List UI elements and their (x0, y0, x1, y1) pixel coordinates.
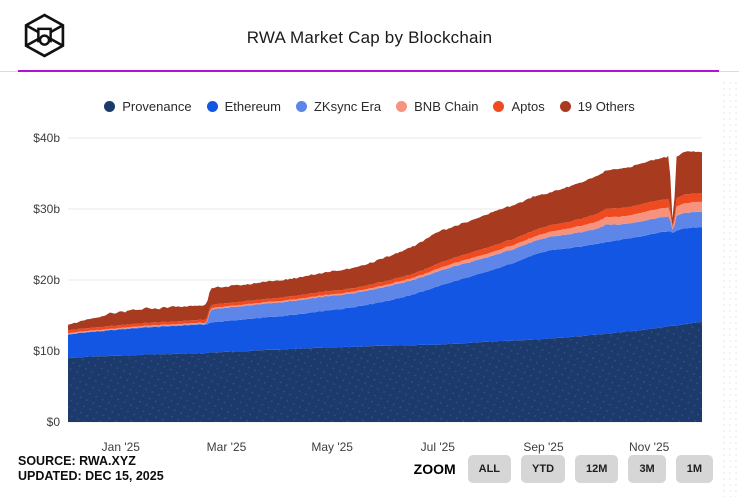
y-tick-label: $40b (33, 131, 60, 145)
area-bnb-chain (68, 201, 702, 335)
x-tick-label: May '25 (311, 440, 353, 454)
stacked-area-chart[interactable]: $40b $30b $20b $10b $0 Jan '25 Mar '25 May '25 J… (0, 118, 739, 463)
legend-marker-icon (295, 101, 307, 112)
x-tick-label: Mar '25 (207, 440, 247, 454)
y-tick-label: $10b (33, 344, 60, 358)
x-tick-label: Jul '25 (421, 440, 456, 454)
zoom-button-12m[interactable]: 12M (575, 455, 619, 483)
legend-marker-icon (559, 101, 571, 112)
area-19-others (68, 151, 702, 331)
y-tick-label: $20b (33, 273, 60, 287)
source-block: SOURCE: RWA.XYZ UPDATED: DEC 15, 2025 (18, 454, 164, 485)
legend-item-label: Provenance (122, 99, 192, 114)
zoom-button-all[interactable]: ALL (467, 455, 512, 483)
source-text: SOURCE: RWA.XYZ (18, 453, 136, 468)
x-tick-label: Jan '25 (102, 440, 141, 454)
legend-item-ethereum[interactable]: Ethereum (206, 99, 281, 114)
legend-item-label: 19 Others (577, 99, 635, 114)
legend-item-zksync-era[interactable]: ZKsync Era (295, 99, 382, 114)
zoom-controls: ZOOM ALL YTD 12M 3M 1M (414, 455, 713, 483)
area-aptos (68, 193, 702, 334)
x-tick-label: Nov '25 (629, 440, 670, 454)
area-ethereum (68, 227, 702, 359)
legend-marker-icon (206, 101, 218, 112)
legend-marker-icon (104, 101, 116, 112)
legend-item-19-others[interactable]: 19 Others (559, 99, 635, 114)
zoom-button-3m[interactable]: 3M (628, 455, 666, 483)
zoom-buttons: ALL YTD 12M 3M 1M (467, 455, 713, 483)
legend: Provenance Ethereum ZKsync Era BNB Chain Apt… (0, 99, 739, 114)
area-zksync-era (68, 211, 702, 335)
legend-marker-icon (493, 101, 505, 112)
area-provenance (68, 321, 702, 422)
chart-title: RWA Market Cap by Blockchain (246, 28, 493, 47)
updated-text: UPDATED: DEC 15, 2025 (18, 469, 164, 483)
legend-item-label: BNB Chain (414, 99, 479, 114)
legend-item-aptos[interactable]: Aptos (493, 99, 545, 114)
legend-marker-icon (396, 101, 408, 112)
legend-item-provenance[interactable]: Provenance (104, 99, 192, 114)
legend-item-label: Aptos (511, 99, 545, 114)
y-tick-label: $30b (33, 202, 60, 216)
x-tick-label: Sep '25 (523, 440, 564, 454)
header: RWA Market Cap by Blockchain (0, 0, 739, 72)
rwa-xyz-logo-icon (24, 13, 65, 58)
zoom-button-1m[interactable]: 1M (675, 455, 713, 483)
legend-item-label: Ethereum (224, 99, 281, 114)
footer: SOURCE: RWA.XYZ UPDATED: DEC 15, 2025 ZO… (18, 450, 713, 488)
y-tick-label: $0 (47, 415, 61, 429)
zoom-button-ytd[interactable]: YTD (521, 455, 566, 483)
zoom-label: ZOOM (413, 461, 456, 477)
legend-item-label: ZKsync Era (313, 99, 382, 114)
legend-item-bnb-chain[interactable]: BNB Chain (396, 99, 478, 114)
